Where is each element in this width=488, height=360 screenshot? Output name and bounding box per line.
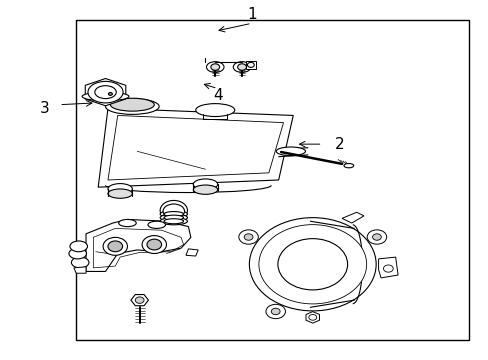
Circle shape [249, 218, 375, 311]
Circle shape [237, 64, 246, 70]
Ellipse shape [110, 98, 154, 111]
Circle shape [108, 93, 112, 95]
Ellipse shape [69, 248, 86, 259]
Circle shape [271, 308, 280, 315]
Bar [76, 21, 468, 339]
Circle shape [265, 304, 285, 319]
Circle shape [247, 62, 254, 67]
Circle shape [238, 230, 258, 244]
Circle shape [308, 315, 316, 320]
Ellipse shape [233, 62, 250, 72]
Ellipse shape [70, 241, 87, 252]
Ellipse shape [206, 62, 224, 72]
Ellipse shape [108, 241, 122, 252]
Polygon shape [185, 249, 198, 256]
Polygon shape [305, 312, 319, 323]
Ellipse shape [163, 204, 184, 219]
Ellipse shape [193, 179, 217, 190]
Ellipse shape [103, 237, 127, 255]
Ellipse shape [163, 219, 183, 224]
Ellipse shape [119, 220, 136, 226]
Ellipse shape [160, 214, 187, 221]
Circle shape [277, 239, 347, 290]
Polygon shape [341, 212, 363, 223]
Ellipse shape [71, 257, 89, 268]
Polygon shape [245, 61, 255, 69]
Ellipse shape [160, 201, 187, 221]
Ellipse shape [343, 163, 353, 168]
Text: 3: 3 [40, 101, 49, 116]
Ellipse shape [160, 218, 187, 225]
Circle shape [366, 230, 386, 244]
Polygon shape [98, 108, 293, 187]
Ellipse shape [142, 235, 166, 253]
Polygon shape [131, 294, 148, 306]
Circle shape [135, 297, 144, 303]
Circle shape [372, 234, 381, 240]
Circle shape [210, 64, 219, 70]
Ellipse shape [88, 81, 123, 103]
Polygon shape [74, 267, 86, 273]
Ellipse shape [108, 184, 132, 194]
Ellipse shape [148, 221, 165, 228]
Text: 1: 1 [246, 7, 256, 22]
Ellipse shape [147, 239, 161, 250]
Polygon shape [86, 220, 190, 271]
Polygon shape [85, 78, 125, 106]
Ellipse shape [160, 211, 187, 218]
Circle shape [383, 265, 392, 272]
Ellipse shape [108, 189, 132, 198]
Circle shape [244, 234, 252, 240]
Ellipse shape [95, 86, 116, 99]
Text: 4: 4 [212, 88, 222, 103]
Ellipse shape [82, 92, 129, 101]
Ellipse shape [195, 104, 234, 117]
Ellipse shape [276, 147, 305, 156]
Text: 2: 2 [334, 137, 344, 152]
Ellipse shape [105, 99, 159, 114]
Ellipse shape [193, 185, 217, 194]
Ellipse shape [163, 215, 183, 220]
Circle shape [258, 225, 366, 304]
Polygon shape [378, 257, 397, 278]
Ellipse shape [163, 212, 183, 217]
